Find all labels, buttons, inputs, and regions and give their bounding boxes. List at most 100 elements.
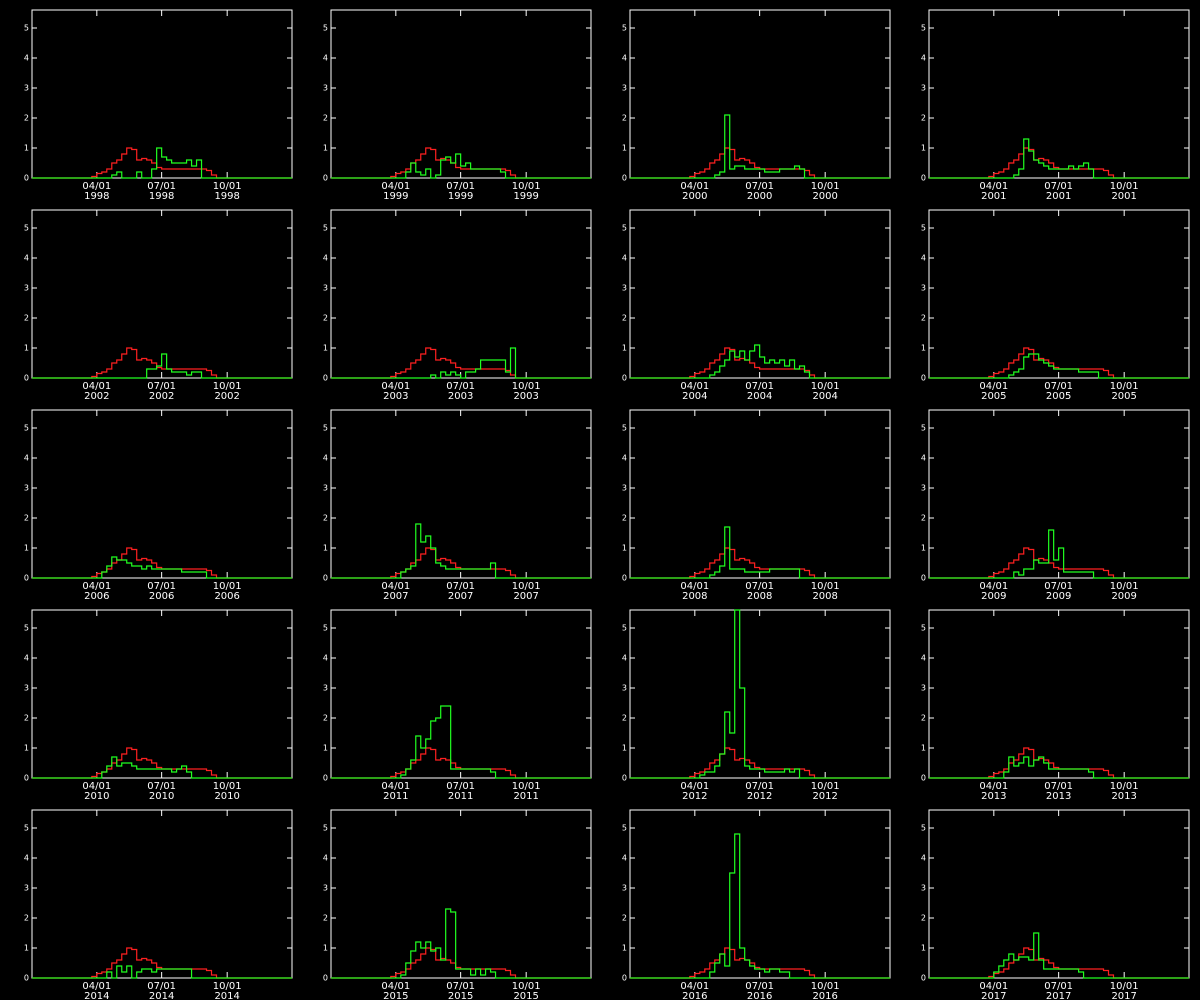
y-tick-label: 3 xyxy=(622,484,627,493)
y-tick-label: 0 xyxy=(921,574,926,583)
y-tick-label: 0 xyxy=(622,374,627,383)
x-tick-label: 10/01 2010 xyxy=(212,781,242,802)
x-tick-label: 07/01 2013 xyxy=(1044,781,1074,802)
y-tick-label: 4 xyxy=(24,254,29,263)
y-tick-label: 1 xyxy=(921,144,926,153)
y-tick-label: 4 xyxy=(622,854,627,863)
y-tick-label: 1 xyxy=(24,944,29,953)
x-tick-label: 10/01 1998 xyxy=(212,181,242,202)
data-line xyxy=(630,347,890,379)
y-tick-label: 0 xyxy=(323,374,328,383)
data-line xyxy=(630,114,890,179)
y-tick-label: 2 xyxy=(622,514,627,523)
y-tick-label: 0 xyxy=(24,974,29,983)
x-tick-label: 04/01 2016 xyxy=(680,981,710,1000)
x-tick-label: 10/01 2017 xyxy=(1109,981,1139,1000)
x-tick-label: 04/01 2003 xyxy=(381,381,411,402)
y-tick-label: 4 xyxy=(622,254,627,263)
plot-frame xyxy=(629,809,891,979)
y-tick-label: 1 xyxy=(24,344,29,353)
y-tick-label: 4 xyxy=(921,54,926,63)
y-tick-label: 1 xyxy=(323,544,328,553)
y-tick-label: 5 xyxy=(622,24,627,33)
y-tick-label: 5 xyxy=(323,424,328,433)
x-tick-label: 10/01 2008 xyxy=(810,581,840,602)
x-tick-label: 10/01 2011 xyxy=(511,781,541,802)
x-tick-label: 10/01 2009 xyxy=(1109,581,1139,602)
y-tick-label: 4 xyxy=(323,854,328,863)
y-tick-label: 3 xyxy=(323,84,328,93)
plot-frame xyxy=(31,809,293,979)
x-tick-label: 04/01 1998 xyxy=(82,181,112,202)
data-line xyxy=(929,547,1189,579)
y-tick-label: 2 xyxy=(921,914,926,923)
y-tick-label: 2 xyxy=(323,714,328,723)
x-tick-label: 04/01 2009 xyxy=(979,581,1009,602)
y-tick-label: 0 xyxy=(24,774,29,783)
y-tick-label: 5 xyxy=(622,824,627,833)
y-tick-label: 3 xyxy=(24,884,29,893)
x-tick-label: 07/01 2014 xyxy=(147,981,177,1000)
y-tick-label: 3 xyxy=(921,284,926,293)
x-tick-label: 04/01 2007 xyxy=(381,581,411,602)
plot-frame xyxy=(31,609,293,779)
y-tick-label: 2 xyxy=(24,314,29,323)
y-tick-label: 0 xyxy=(921,374,926,383)
y-tick-label: 1 xyxy=(622,944,627,953)
data-line xyxy=(929,947,1189,979)
data-line xyxy=(929,529,1189,579)
x-tick-label: 04/01 2008 xyxy=(680,581,710,602)
x-tick-label: 07/01 2008 xyxy=(745,581,775,602)
plot-frame xyxy=(928,9,1190,179)
data-line xyxy=(630,947,890,979)
data-line xyxy=(630,526,890,579)
data-line xyxy=(630,344,890,379)
data-line xyxy=(630,833,890,979)
data-line xyxy=(929,147,1189,179)
y-tick-label: 1 xyxy=(921,544,926,553)
x-tick-label: 07/01 2002 xyxy=(147,381,177,402)
x-tick-label: 07/01 2015 xyxy=(446,981,476,1000)
y-tick-label: 4 xyxy=(622,54,627,63)
y-tick-label: 2 xyxy=(323,914,328,923)
x-tick-label: 07/01 2004 xyxy=(745,381,775,402)
y-tick-label: 0 xyxy=(24,574,29,583)
y-tick-label: 3 xyxy=(921,684,926,693)
plot-frame xyxy=(330,609,592,779)
y-tick-label: 0 xyxy=(921,774,926,783)
y-tick-label: 1 xyxy=(622,344,627,353)
x-tick-label: 10/01 2000 xyxy=(810,181,840,202)
y-tick-label: 1 xyxy=(24,544,29,553)
y-tick-label: 3 xyxy=(323,684,328,693)
x-tick-label: 07/01 2009 xyxy=(1044,581,1074,602)
x-tick-label: 04/01 2012 xyxy=(680,781,710,802)
x-tick-label: 04/01 2005 xyxy=(979,381,1009,402)
y-tick-label: 2 xyxy=(622,714,627,723)
y-tick-label: 4 xyxy=(622,654,627,663)
x-tick-label: 10/01 2015 xyxy=(511,981,541,1000)
x-tick-label: 04/01 2006 xyxy=(82,581,112,602)
y-tick-label: 5 xyxy=(921,24,926,33)
plot-frame xyxy=(629,609,891,779)
x-tick-label: 07/01 2005 xyxy=(1044,381,1074,402)
y-tick-label: 3 xyxy=(921,84,926,93)
y-tick-label: 3 xyxy=(921,484,926,493)
data-line xyxy=(929,747,1189,779)
y-tick-label: 3 xyxy=(24,284,29,293)
y-tick-label: 2 xyxy=(323,514,328,523)
y-tick-label: 5 xyxy=(622,624,627,633)
x-tick-label: 07/01 2011 xyxy=(446,781,476,802)
y-tick-label: 0 xyxy=(622,574,627,583)
y-tick-label: 2 xyxy=(921,514,926,523)
y-tick-label: 3 xyxy=(622,284,627,293)
y-tick-label: 4 xyxy=(24,54,29,63)
data-line xyxy=(331,523,591,579)
y-tick-label: 1 xyxy=(622,544,627,553)
y-tick-label: 1 xyxy=(622,144,627,153)
data-line xyxy=(32,147,292,179)
data-line xyxy=(32,556,292,579)
x-tick-label: 04/01 2017 xyxy=(979,981,1009,1000)
y-tick-label: 0 xyxy=(921,974,926,983)
y-tick-label: 5 xyxy=(323,24,328,33)
data-line xyxy=(331,153,591,179)
